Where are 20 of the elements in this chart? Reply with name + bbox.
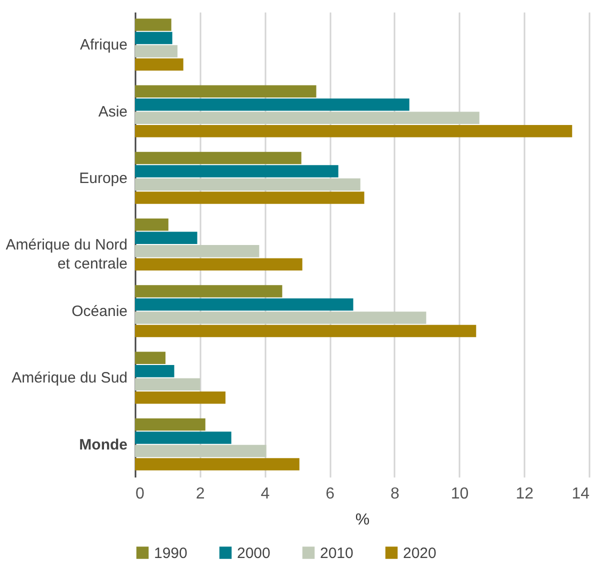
y-tick-label: Asie <box>98 103 128 120</box>
y-tick-label: Amérique du Sud <box>12 370 128 387</box>
x-axis-title: % <box>355 512 370 528</box>
legend-label: 2000 <box>237 544 270 562</box>
x-tick-label: 12 <box>516 486 534 502</box>
x-tick-label: 2 <box>196 486 205 502</box>
x-tick-label: 4 <box>260 486 270 502</box>
y-tick-label: Amérique du Nord et centrale <box>6 236 128 272</box>
legend-label: 2020 <box>403 544 436 562</box>
y-tick-label: Océanie <box>72 303 128 320</box>
legend-label: 1990 <box>154 544 188 562</box>
y-tick-label: Afrique <box>80 36 128 54</box>
x-tick-label: 8 <box>390 486 400 502</box>
y-tick-label: Europe <box>79 170 128 187</box>
x-tick-label: 6 <box>326 486 335 502</box>
legend-label: 2010 <box>320 544 354 562</box>
y-tick-label: Monde <box>79 436 128 454</box>
x-tick-label: 14 <box>572 486 590 502</box>
x-tick-label: 0 <box>136 486 144 502</box>
x-tick-label: 10 <box>450 486 469 502</box>
